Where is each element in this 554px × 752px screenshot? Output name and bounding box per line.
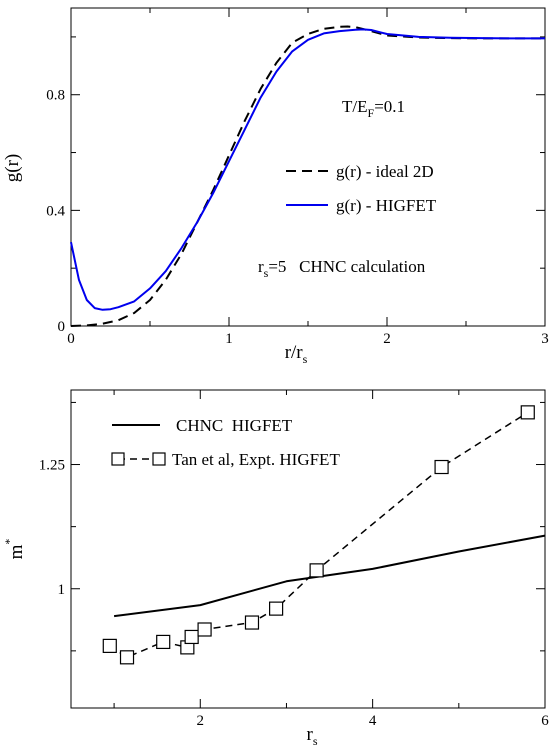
x-tick-label: 2 (197, 713, 205, 729)
series-markers-bottom (102, 405, 535, 665)
legend-marker-tan-expt-right (152, 452, 166, 466)
y-ticks-top: 0 0.4 0.8 (46, 36, 545, 335)
y-tick-label: 1.25 (39, 458, 65, 474)
y-tick-label: 0 (58, 319, 66, 335)
y-tick-label: 0.4 (46, 203, 65, 219)
data-point-marker (102, 638, 117, 653)
series-line-0 (70, 25, 545, 327)
data-point-marker (309, 563, 324, 578)
y-axis-label-bottom: m* (2, 539, 27, 560)
y-ticks-bottom: 11.25 (39, 401, 545, 652)
x-tick-label: 1 (225, 331, 233, 347)
x-axis-label-bottom: rs (307, 724, 318, 748)
legend-label-higfet: g(r) - HIGFET (336, 196, 437, 215)
x-tick-label: 2 (383, 331, 391, 347)
series-line-0 (113, 534, 546, 618)
temperature-annotation: T/EF=0.1 (342, 97, 405, 120)
data-point-marker (520, 405, 535, 420)
plot-frame-top (70, 7, 546, 327)
plot-frame-bottom (70, 389, 546, 709)
y-tick-label: 1 (58, 582, 66, 598)
x-tick-label: 0 (67, 331, 75, 347)
series-lines-top (70, 25, 545, 327)
legend-bottom: CHNC HIGFET Tan et al, Expt. HIGFET (111, 416, 340, 469)
data-point-marker (244, 615, 260, 630)
x-tick-label: 6 (541, 713, 549, 729)
data-point-marker (184, 629, 199, 645)
data-point-marker (197, 622, 212, 637)
legend-label-ideal-2d: g(r) - ideal 2D (336, 162, 434, 181)
legend-label-tan-expt: Tan et al, Expt. HIGFET (172, 450, 340, 469)
series-line-1 (70, 28, 545, 311)
data-point-marker (434, 459, 449, 475)
panel-top: 0 1 2 3 0 0.4 0.8 r/rs g(r) T/EF=0.1 g(r) - i… (2, 7, 549, 366)
data-point-marker (156, 634, 171, 650)
legend-marker-tan-expt-left (111, 452, 125, 466)
y-axis-label-top: g(r) (2, 154, 23, 182)
x-tick-label: 3 (541, 331, 549, 347)
legend-label-chnc-higfet: CHNC HIGFET (176, 416, 293, 435)
data-point-marker (269, 601, 284, 616)
legend-top: g(r) - ideal 2D g(r) - HIGFET (286, 162, 437, 215)
x-ticks-top: 0 1 2 3 (67, 8, 549, 347)
data-point-marker (119, 650, 135, 665)
x-ticks-bottom: 2 4 6 (113, 390, 549, 729)
x-axis-label-top: r/rs (285, 342, 308, 366)
rs-annotation: rs=5 CHNC calculation (258, 257, 426, 280)
x-tick-label: 4 (369, 713, 377, 729)
y-tick-label: 0.8 (46, 88, 65, 104)
